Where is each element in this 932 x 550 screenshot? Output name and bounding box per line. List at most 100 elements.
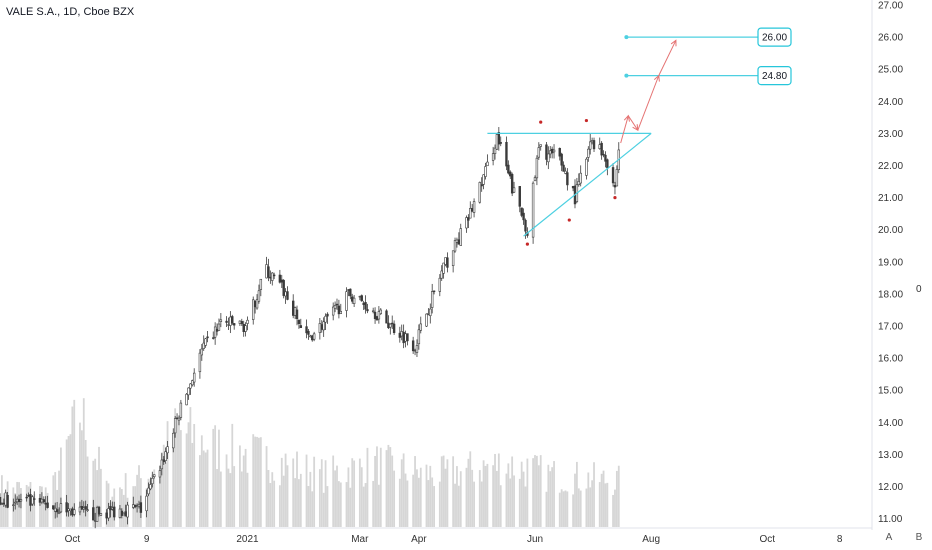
candle-body	[149, 484, 152, 490]
candle-body	[432, 290, 436, 293]
volume-bar	[416, 469, 418, 527]
volume-bar	[473, 481, 475, 527]
volume-bar	[425, 464, 428, 527]
candle-body	[280, 279, 283, 283]
candle-body	[175, 417, 179, 419]
candle-body	[587, 148, 590, 158]
volume-bar	[336, 465, 338, 527]
candle-body	[225, 320, 228, 323]
candle-body	[133, 504, 137, 508]
volume-bar	[67, 435, 70, 527]
volume-bar	[52, 475, 55, 527]
volume-bar	[296, 451, 298, 527]
candle-body	[377, 311, 381, 320]
volume-bar	[100, 468, 102, 527]
volume-bar	[442, 455, 445, 527]
volume-bar	[499, 485, 502, 527]
pivot-dot	[584, 118, 589, 123]
volume-bar	[111, 496, 114, 527]
candle-body	[411, 340, 415, 352]
projection-arrow-segment[interactable]	[658, 40, 677, 76]
candle-body	[392, 323, 396, 333]
candle-body	[335, 303, 339, 306]
auto-scale-button[interactable]: A	[885, 532, 893, 543]
volume-bar	[457, 485, 460, 527]
target-line-start-dot	[624, 35, 629, 40]
volume-bar	[433, 486, 435, 527]
volume-bar	[299, 473, 302, 527]
volume-bar	[358, 458, 361, 527]
candle-body	[549, 150, 552, 155]
volume-bar	[454, 483, 456, 527]
candle-body	[577, 181, 580, 186]
volume-bar	[309, 471, 312, 527]
volume-bar	[311, 491, 314, 527]
candle-body	[118, 508, 122, 518]
candle-body	[137, 504, 141, 507]
volume-bar	[431, 477, 434, 527]
volume-bar	[598, 482, 601, 527]
candle-body	[99, 513, 103, 516]
candle-body	[93, 520, 97, 522]
candle-body	[162, 459, 165, 463]
support-line[interactable]	[523, 132, 652, 237]
volume-bar	[246, 472, 249, 527]
candle-body	[0, 496, 2, 505]
candle-body	[520, 207, 523, 216]
candle-body	[539, 144, 542, 147]
candle-body	[415, 345, 419, 353]
volume-bar	[124, 473, 127, 527]
candle-body	[337, 305, 341, 315]
candle-body	[57, 512, 61, 515]
volume-bar	[591, 480, 594, 527]
volume-bar	[160, 452, 163, 527]
candle-body	[419, 323, 422, 331]
target-price-label-box[interactable]	[757, 66, 792, 86]
candle-body	[265, 264, 268, 279]
volume-bar	[286, 465, 289, 527]
candle-body	[269, 276, 272, 279]
candle-body	[552, 149, 556, 153]
volume-bar	[572, 494, 574, 527]
projection-arrow-segment[interactable]	[620, 115, 629, 144]
candle-body	[252, 299, 255, 320]
volume-bar	[602, 470, 605, 527]
volume-bar	[398, 478, 401, 527]
candle-body	[217, 323, 221, 331]
candle-body	[65, 502, 68, 513]
candle-body	[126, 504, 129, 518]
volume-bar	[617, 465, 620, 527]
candle-body	[600, 142, 603, 156]
volume-bar	[564, 490, 567, 527]
candle-body	[615, 169, 619, 187]
b-button[interactable]: B	[915, 532, 923, 543]
candle-body	[151, 477, 154, 485]
candle-body	[14, 501, 17, 504]
y-tick-label: 22.00	[878, 161, 903, 172]
volume-bar	[187, 422, 190, 527]
volume-bar	[191, 442, 194, 527]
candle-body	[465, 217, 468, 229]
target-price-label-box[interactable]	[757, 27, 792, 47]
candle-body	[606, 159, 609, 169]
candle-body	[364, 302, 367, 310]
projection-arrow-segment[interactable]	[637, 75, 660, 131]
projection-arrow-segment[interactable]	[627, 115, 639, 131]
candle-body	[292, 300, 295, 316]
candle-body	[69, 508, 72, 512]
candle-body	[172, 432, 175, 449]
volume-bar	[313, 456, 316, 527]
candle-body	[402, 331, 405, 344]
candle-body	[457, 239, 461, 245]
x-tick-label: Jun	[527, 534, 543, 545]
candle-body	[25, 496, 28, 499]
candle-body	[430, 291, 434, 308]
candle-body	[153, 474, 156, 478]
volume-bar	[200, 435, 203, 527]
candle-body	[604, 154, 607, 162]
volume-bar	[258, 437, 260, 527]
volume-bar	[377, 484, 380, 527]
volume-bar	[537, 465, 540, 527]
y-tick-label: 17.00	[878, 321, 903, 332]
